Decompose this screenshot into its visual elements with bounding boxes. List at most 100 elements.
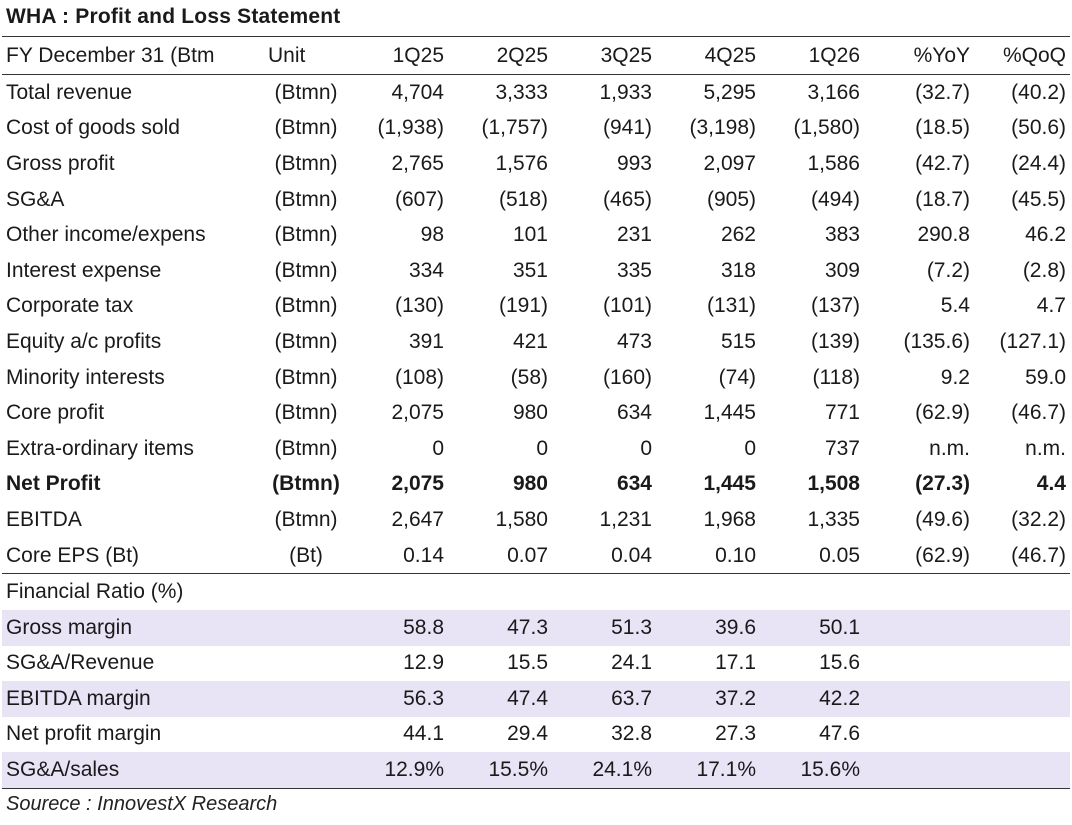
table-cell: (1,938) (377, 116, 444, 140)
table-cell: 50.1 (774, 609, 878, 646)
table-cell: (518) (498, 187, 548, 211)
table-cell: (1,757) (481, 116, 548, 140)
table-cell (974, 681, 1070, 717)
table-cell: (Btmn) (274, 329, 338, 353)
table-cell: (191) (498, 294, 548, 318)
table-cell: 47.3 (462, 609, 566, 646)
table-cell: n.m. (1025, 436, 1066, 460)
table-cell: (58) (510, 365, 548, 389)
table-cell: EBITDA margin (2, 681, 254, 717)
section-header-row: Financial Ratio (%) (2, 573, 1070, 610)
table-cell: 37.2 (670, 681, 774, 717)
table-row: Corporate tax (Btmn) (130) (191) (101) (131) (… (2, 289, 1070, 325)
table-cell: 0 (536, 436, 548, 460)
table-cell: (Btmn) (274, 151, 338, 175)
table-cell: 0.10 (715, 543, 756, 567)
table-cell: 5.4 (940, 294, 970, 318)
table-cell (878, 646, 974, 682)
table-cell: 0 (744, 436, 756, 460)
table-cell: (46.7) (1011, 543, 1066, 567)
table-cell: (45.5) (1011, 187, 1066, 211)
header-cell: 2Q25 (462, 36, 566, 75)
table-cell: (108) (394, 365, 444, 389)
table-cell: (62.9) (915, 401, 970, 425)
table-cell: 993 (616, 151, 652, 175)
table-cell (878, 752, 974, 789)
table-cell: (27.3) (915, 472, 970, 496)
table-cell: 318 (720, 258, 756, 282)
table-cell: (139) (810, 329, 860, 353)
table-cell: 1,335 (807, 507, 860, 531)
table-row: SG&A (Btmn) (607) (518) (465) (905) (494) (18.7… (2, 182, 1070, 218)
table-row: Core EPS (Bt) (Bt) 0.14 0.07 0.04 0.10 0.05 (62… (2, 538, 1070, 574)
table-cell: (101) (602, 294, 652, 318)
table-cell: 1,445 (703, 472, 756, 496)
table-cell (254, 681, 358, 717)
table-cell (878, 681, 974, 717)
table-cell: Gross margin (2, 609, 254, 646)
header-cell: FY December 31 (Btm (2, 36, 254, 75)
table-cell: 334 (408, 258, 444, 282)
table-cell: (131) (706, 294, 756, 318)
table-cell: Other income/expens (6, 223, 206, 247)
table-cell: 1,580 (495, 507, 548, 531)
table-cell: 58.8 (358, 609, 462, 646)
table-cell: (46.7) (1011, 401, 1066, 425)
table-cell (974, 646, 1070, 682)
table-cell: 2,765 (391, 151, 444, 175)
table-row: Equity a/c profits (Btmn) 391 421 473 515 (139… (2, 324, 1070, 360)
ratio-row: SG&A/sales 12.9% 15.5% 24.1% 17.1% 15.6% (2, 752, 1070, 789)
table-cell: 42.2 (774, 681, 878, 717)
table-cell (974, 609, 1070, 646)
table-cell: 47.6 (819, 722, 860, 746)
table-cell: 5,295 (703, 80, 756, 104)
table-cell (254, 752, 358, 789)
header-cell: 1Q26 (774, 36, 878, 75)
table-cell: SG&A/sales (2, 752, 254, 789)
table-cell: 9.2 (940, 365, 970, 389)
table-cell: 27.3 (715, 722, 756, 746)
table-cell: 63.7 (566, 681, 670, 717)
table-row: Other income/expens (Btmn) 98 101 231 262 383 2… (2, 217, 1070, 253)
table-cell: (3,198) (689, 116, 756, 140)
table-cell: 980 (512, 472, 548, 496)
table-cell: (118) (812, 365, 860, 389)
table-cell: (941) (602, 116, 652, 140)
table-cell: 15.5 (507, 651, 548, 675)
table-cell: 56.3 (358, 681, 462, 717)
table-cell: Total revenue (6, 80, 133, 104)
ratio-row: EBITDA margin 56.3 47.4 63.7 37.2 42.2 (2, 681, 1070, 717)
table-cell: (Btmn) (274, 258, 338, 282)
table-cell: (607) (394, 187, 444, 211)
table-row: Total revenue (Btmn) 4,704 3,333 1,933 5,295 3… (2, 75, 1070, 111)
table-cell: (Btmn) (274, 401, 338, 425)
table-cell (254, 717, 358, 753)
section-title: Financial Ratio (%) (2, 573, 1070, 610)
table-cell: 515 (720, 329, 756, 353)
table-cell: Cost of goods sold (6, 116, 180, 140)
table-cell: 46.2 (1025, 223, 1066, 247)
table-cell: 980 (512, 401, 548, 425)
table-cell: (32.2) (1011, 507, 1066, 531)
table-cell: Gross profit (6, 151, 115, 175)
table-cell: 44.1 (403, 722, 444, 746)
table-cell: n.m. (929, 436, 970, 460)
table-cell: SG&A (6, 187, 65, 211)
table-cell: 2,075 (391, 401, 444, 425)
table-cell: 15.6% (774, 752, 878, 789)
table-cell: 309 (824, 258, 860, 282)
table-cell: SG&A/Revenue (6, 651, 155, 675)
table-cell: 12.9 (403, 651, 444, 675)
table-cell: 0.14 (403, 543, 444, 567)
header-cell: 1Q25 (358, 36, 462, 75)
table-cell: 1,508 (807, 472, 860, 496)
table-cell: 0.07 (507, 543, 548, 567)
table-cell: 47.4 (462, 681, 566, 717)
table-cell: 29.4 (507, 722, 548, 746)
table-cell: 98 (420, 223, 444, 247)
table-cell: (40.2) (1011, 80, 1066, 104)
table-cell: Equity a/c profits (6, 329, 162, 353)
table-cell: 32.8 (611, 722, 652, 746)
table-cell: (494) (810, 187, 860, 211)
